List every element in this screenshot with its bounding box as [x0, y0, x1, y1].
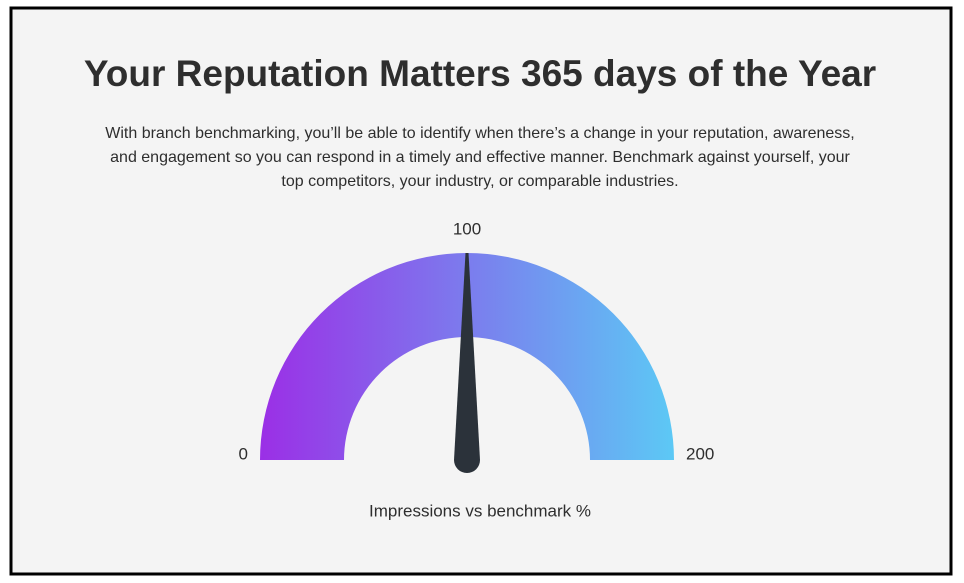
tick-label: 200: [686, 444, 714, 463]
subtitle-line: and engagement so you can respond in a t…: [110, 149, 850, 166]
title: Your Reputation Matters 365 days of the …: [84, 53, 876, 94]
subtitle-line: top competitors, your industry, or compa…: [281, 173, 678, 190]
tick-label: 0: [239, 444, 248, 463]
gauge-arc: [260, 253, 674, 460]
gauge-label: Impressions vs benchmark %: [369, 501, 591, 520]
tick-label: 100: [453, 219, 481, 238]
needle: [454, 253, 480, 473]
subtitle-line: With branch benchmarking, you’ll be able…: [105, 125, 854, 142]
